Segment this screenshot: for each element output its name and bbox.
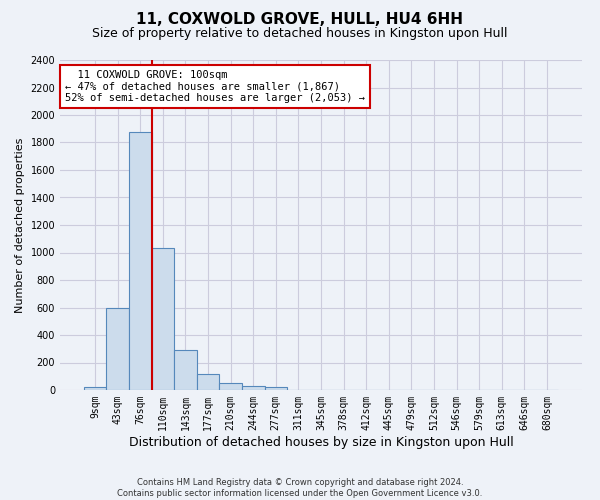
Bar [174, 350, 197, 390]
Bar [197, 374, 220, 390]
Bar [265, 387, 287, 390]
Bar [220, 383, 242, 390]
Text: 11 COXWOLD GROVE: 100sqm
← 47% of detached houses are smaller (1,867)
52% of sem: 11 COXWOLD GROVE: 100sqm ← 47% of detach… [65, 70, 365, 103]
X-axis label: Distribution of detached houses by size in Kingston upon Hull: Distribution of detached houses by size … [128, 436, 514, 448]
Bar [84, 387, 106, 390]
Text: Contains HM Land Registry data © Crown copyright and database right 2024.
Contai: Contains HM Land Registry data © Crown c… [118, 478, 482, 498]
Text: 11, COXWOLD GROVE, HULL, HU4 6HH: 11, COXWOLD GROVE, HULL, HU4 6HH [137, 12, 464, 28]
Text: Size of property relative to detached houses in Kingston upon Hull: Size of property relative to detached ho… [92, 28, 508, 40]
Y-axis label: Number of detached properties: Number of detached properties [15, 138, 25, 312]
Bar [152, 248, 174, 390]
Bar [242, 386, 265, 390]
Bar [106, 308, 129, 390]
Bar [129, 132, 152, 390]
